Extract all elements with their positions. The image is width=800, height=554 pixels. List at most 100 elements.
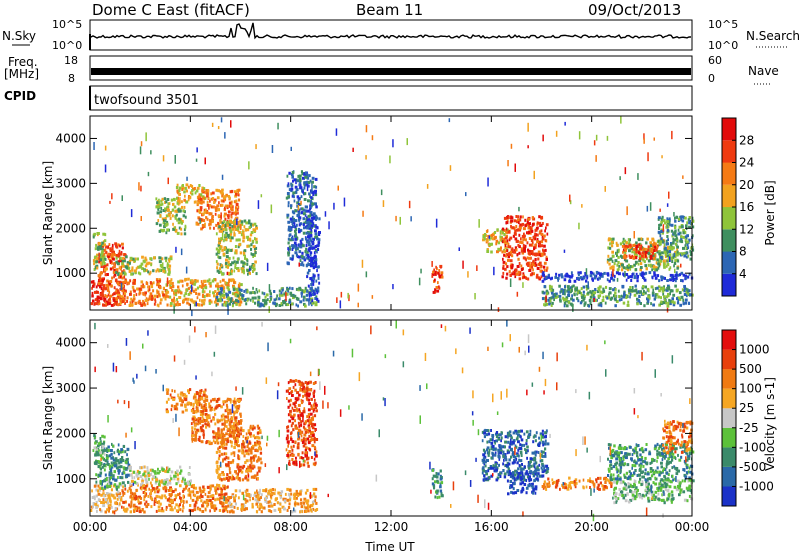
data-cell — [562, 288, 566, 292]
data-cell — [672, 246, 675, 250]
data-cell — [486, 229, 489, 233]
data-cell — [406, 138, 408, 146]
data-cell — [184, 224, 187, 230]
data-cell — [504, 244, 507, 248]
data-cell — [226, 499, 230, 503]
data-cell — [96, 509, 98, 513]
data-cell — [624, 167, 627, 175]
data-cell — [148, 487, 150, 491]
data-cell — [313, 492, 316, 496]
data-cell — [622, 295, 626, 299]
data-cell — [314, 303, 318, 307]
data-cell — [521, 276, 524, 280]
data-cell — [200, 389, 203, 392]
data-cell — [606, 260, 609, 264]
data-cell — [136, 257, 139, 261]
data-cell — [489, 243, 492, 246]
data-cell — [328, 221, 330, 230]
data-cell — [619, 295, 621, 299]
data-cell — [199, 218, 201, 224]
data-cell — [149, 270, 152, 274]
data-cell — [213, 226, 215, 230]
data-cell — [99, 454, 103, 458]
data-cell — [243, 253, 246, 257]
data-cell — [567, 290, 570, 294]
data-cell — [228, 256, 231, 260]
data-cell — [310, 239, 313, 243]
data-cell — [224, 206, 226, 210]
data-cell — [218, 419, 221, 423]
data-cell — [513, 250, 517, 254]
data-cell — [531, 229, 534, 233]
data-cell — [225, 281, 228, 285]
data-cell — [204, 397, 207, 401]
data-cell — [236, 463, 240, 467]
data-cell — [213, 278, 217, 281]
data-cell — [254, 229, 257, 232]
data-cell — [120, 295, 124, 299]
data-cell — [653, 137, 655, 141]
data-cell — [541, 235, 544, 239]
data-cell — [662, 219, 666, 223]
data-cell — [227, 260, 230, 264]
data-cell — [297, 227, 301, 231]
data-cell — [673, 212, 675, 217]
data-cell — [152, 281, 155, 285]
data-cell — [579, 301, 583, 305]
data-cell — [171, 214, 174, 218]
data-cell — [517, 218, 520, 222]
data-cell — [603, 271, 606, 275]
data-cell — [131, 268, 134, 272]
data-cell — [551, 301, 554, 305]
data-cell — [515, 269, 517, 273]
data-cell — [232, 256, 235, 260]
data-cell — [144, 293, 147, 297]
data-cell — [232, 510, 235, 514]
data-cell — [96, 460, 100, 463]
data-cell — [649, 254, 653, 258]
data-cell — [195, 292, 197, 295]
data-cell — [347, 292, 349, 299]
data-cell — [563, 278, 567, 282]
data-cell — [520, 264, 523, 268]
data-cell — [191, 439, 194, 443]
data-cell — [657, 239, 661, 243]
data-cell — [624, 256, 627, 260]
data-cell — [141, 255, 144, 259]
data-cell — [238, 198, 241, 202]
data-cell — [224, 237, 227, 241]
data-cell — [302, 231, 306, 235]
data-cell — [227, 195, 231, 198]
data-cell — [268, 500, 272, 504]
data-cell — [438, 269, 441, 272]
data-cell — [534, 237, 537, 241]
data-cell — [107, 495, 111, 499]
data-cell — [589, 290, 592, 294]
data-cell — [439, 264, 443, 268]
data-cell — [183, 190, 186, 194]
data-cell — [179, 279, 182, 283]
data-cell — [211, 484, 215, 488]
data-cell — [584, 295, 586, 299]
power-ylabel: Slant Range [km] — [41, 161, 55, 265]
data-cell — [674, 255, 677, 259]
data-cell — [651, 276, 654, 280]
data-cell — [138, 510, 142, 514]
data-cell — [314, 287, 317, 291]
data-cell — [654, 246, 657, 250]
data-cell — [157, 488, 161, 492]
data-cell — [210, 505, 214, 509]
data-cell — [289, 257, 292, 261]
data-cell — [305, 510, 308, 513]
data-cell — [305, 205, 308, 209]
data-cell — [302, 501, 306, 505]
data-cell — [164, 297, 167, 301]
data-cell — [599, 294, 602, 298]
data-cell — [109, 503, 112, 507]
data-cell — [101, 442, 104, 446]
data-cell — [144, 256, 147, 260]
data-cell — [223, 214, 226, 218]
data-cell — [172, 202, 175, 206]
data-cell — [174, 198, 176, 202]
data-cell — [624, 244, 628, 248]
